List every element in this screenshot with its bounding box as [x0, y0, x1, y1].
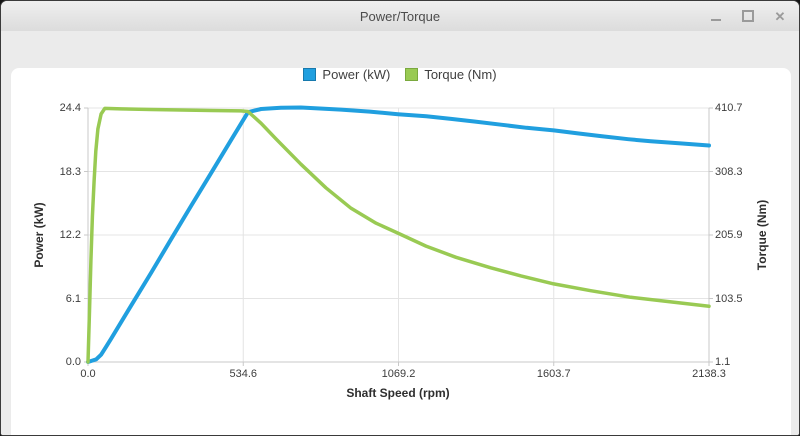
power-tick-label: 12.2 — [59, 229, 81, 241]
x-tick-label: 0.0 — [80, 368, 96, 380]
torque-tick-label: 103.5 — [715, 292, 743, 305]
torque-tick-label: 308.3 — [715, 165, 743, 178]
x-tick-label: 534.6 — [229, 368, 258, 380]
window-title: Power/Torque — [359, 8, 441, 24]
window-controls: ✕ — [707, 1, 789, 31]
x-axis-title: Shaft Speed (rpm) — [346, 386, 450, 400]
power-tick-label: 18.3 — [59, 165, 81, 178]
legend-label-power: Power (kW) — [322, 67, 391, 82]
close-icon: ✕ — [774, 8, 786, 24]
close-button[interactable]: ✕ — [771, 7, 789, 25]
power-tick-label: 0.0 — [65, 356, 81, 368]
legend-item-torque[interactable]: Torque (Nm) — [405, 67, 497, 82]
torque-tick-label: 1.1 — [715, 356, 731, 368]
power-axis-title: Power (kW) — [32, 202, 46, 268]
power-series-line — [86, 105, 711, 364]
minimize-button[interactable] — [707, 7, 725, 25]
x-tick-label: 2138.3 — [692, 368, 726, 380]
torque-axis-title: Torque (Nm) — [755, 199, 769, 271]
maximize-button[interactable] — [739, 7, 757, 25]
torque-tick-label: 205.9 — [715, 229, 743, 241]
torque-swatch-icon — [405, 68, 419, 81]
x-tick-label: 1069.2 — [381, 368, 416, 380]
minimize-icon — [711, 18, 721, 21]
x-tick-label: 1603.7 — [536, 368, 571, 380]
power-tick-label: 6.1 — [65, 292, 81, 305]
power-tick-label: 24.4 — [59, 102, 81, 114]
chart-legend: Power (kW) Torque (Nm) — [1, 67, 799, 82]
legend-item-power[interactable]: Power (kW) — [303, 67, 390, 82]
torque-tick-label: 410.7 — [715, 102, 743, 114]
power-swatch-icon — [303, 68, 317, 81]
chart-card — [11, 68, 791, 435]
maximize-icon — [742, 10, 754, 22]
torque-series-line — [86, 106, 711, 364]
legend-label-torque: Torque (Nm) — [424, 67, 497, 82]
